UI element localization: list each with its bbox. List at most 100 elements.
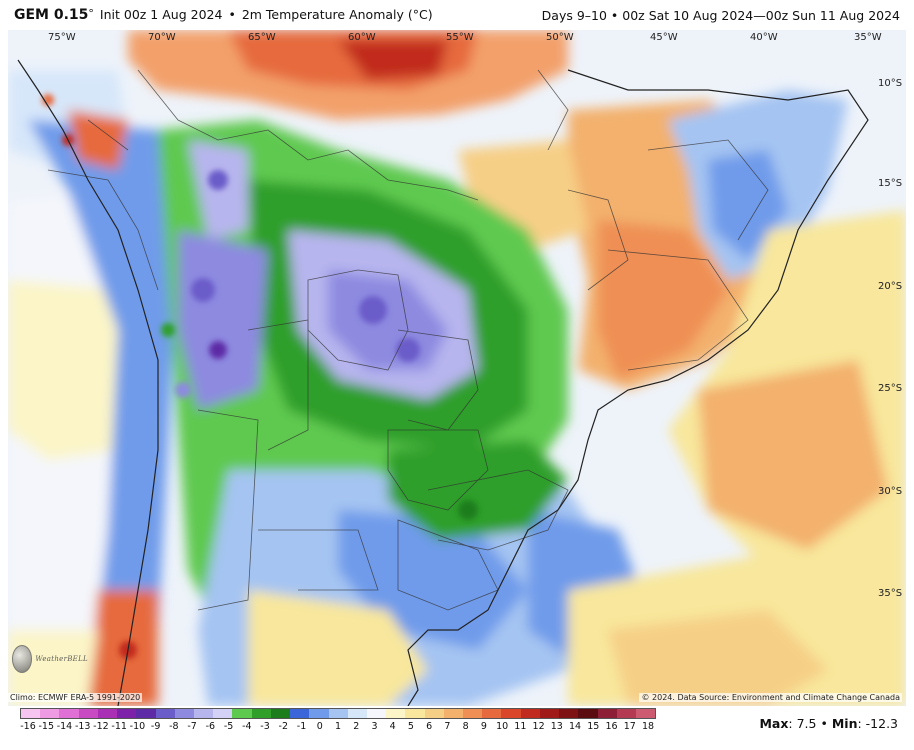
andes-detail: [42, 94, 478, 659]
globe-icon: [12, 645, 33, 673]
color-scale-cell: [482, 709, 502, 718]
lat-label: 30°S: [878, 486, 902, 497]
color-scale-cell: [40, 709, 60, 718]
color-scale-tick: -9: [150, 721, 161, 732]
color-scale-bar: [20, 708, 656, 719]
color-scale-cell: [155, 709, 175, 718]
color-scale-tick: 18: [641, 721, 655, 732]
color-scale-tick: 3: [371, 721, 378, 732]
anomaly-field: [8, 30, 906, 706]
color-scale-tick: -3: [260, 721, 270, 732]
color-scale-tick: 1: [334, 721, 342, 732]
lat-label: 10°S: [878, 78, 902, 89]
color-scale-tick: -13: [74, 721, 91, 732]
header-left: GEM 0.15° Init 00z 1 Aug 2024 • 2m Tempe…: [14, 7, 433, 23]
color-scale-tick: 7: [444, 721, 451, 732]
max-min-readout: Max: 7.5 • Min: -12.3: [759, 716, 898, 731]
valid-period: Days 9–10 • 00z Sat 10 Aug 2024—00z Sun …: [541, 7, 900, 23]
color-scale-cell: [616, 709, 636, 718]
color-scale-cell: [136, 709, 156, 718]
header-separator: •: [228, 7, 236, 22]
weatherbell-logo: WeatherBELL: [12, 644, 88, 674]
color-scale-tick: -5: [223, 721, 234, 732]
color-scale-tick: -16: [20, 721, 36, 732]
color-scale-tick: 14: [569, 721, 582, 732]
color-scale-tick: -15: [38, 721, 54, 732]
init-time: Init 00z 1 Aug 2024: [99, 7, 223, 22]
color-scale-tick: -1: [296, 721, 307, 732]
color-scale-tick: 4: [389, 721, 396, 732]
color-scale-cell: [78, 709, 98, 718]
logo-text: WeatherBELL: [35, 655, 88, 663]
temperature-anomaly-map: 75°W 70°W 65°W 60°W 55°W 50°W 45°W 40°W …: [8, 30, 906, 706]
color-scale-ticks: -16 -15 -14 -13 -12 -11 -10 -9 -8 -7 -6 -5 -4 -3 -2 -1 0…: [20, 721, 656, 735]
climo-note: Climo: ECMWF ERA-5 1991-2020: [8, 693, 143, 702]
color-scale-cell: [59, 709, 79, 718]
color-scale-cell: [463, 709, 483, 718]
color-scale-tick: -11: [111, 721, 127, 732]
color-scale-cell: [290, 709, 310, 718]
lon-label: 35°W: [854, 32, 882, 43]
lon-label: 70°W: [148, 32, 176, 43]
lat-label: 20°S: [878, 281, 902, 292]
lon-label: 55°W: [446, 32, 474, 43]
color-scale-cell: [251, 709, 271, 718]
color-scale-cell: [309, 709, 329, 718]
color-scale-tick: 11: [514, 721, 527, 732]
color-scale-tick: 13: [550, 721, 563, 732]
color-scale-cell: [270, 709, 291, 718]
color-scale-cell: [117, 709, 137, 718]
max-min-separator: •: [820, 716, 828, 731]
max-value: 7.5: [796, 716, 817, 731]
color-scale-cell: [232, 709, 252, 718]
color-scale-cell: [501, 709, 521, 718]
color-scale-tick: -7: [187, 721, 197, 732]
color-scale-tick: 8: [462, 721, 469, 732]
color-scale-cell: [386, 709, 406, 718]
map-canvas: 75°W 70°W 65°W 60°W 55°W 50°W 45°W 40°W …: [8, 30, 906, 706]
color-scale-tick: -8: [169, 721, 179, 732]
color-scale-cell: [424, 709, 444, 718]
color-scale-tick: -10: [129, 721, 146, 732]
country-borders: [47, 69, 769, 611]
color-scale-cell: [366, 709, 387, 718]
color-scale-cell: [405, 709, 425, 718]
coastline: [17, 59, 869, 706]
map-header: GEM 0.15° Init 00z 1 Aug 2024 • 2m Tempe…: [0, 0, 914, 30]
color-scale-tick: 17: [623, 721, 636, 732]
lon-label: 65°W: [248, 32, 276, 43]
color-scale-tick: -4: [242, 721, 252, 732]
min-value: -12.3: [865, 716, 898, 731]
model-name: GEM 0.15°: [14, 7, 94, 23]
color-scale-tick: -6: [205, 721, 216, 732]
color-scale-tick: 5: [407, 721, 414, 732]
color-scale-cell: [97, 709, 118, 718]
data-credit: © 2024. Data Source: Environment and Cli…: [639, 693, 902, 702]
color-scale-cell: [636, 709, 656, 718]
color-scale-tick: 15: [587, 721, 600, 732]
color-scale-tick: -2: [278, 721, 289, 732]
color-scale-cell: [559, 709, 579, 718]
min-label: Min: [831, 716, 858, 731]
color-scale-cell: [21, 709, 41, 718]
color-scale-cell: [347, 709, 367, 718]
color-scale-cell: [539, 709, 560, 718]
color-scale-tick: 6: [426, 721, 433, 732]
color-scale-tick: 2: [353, 721, 360, 732]
color-scale-tick: 12: [532, 721, 545, 732]
field-name: 2m Temperature Anomaly (°C): [241, 7, 433, 22]
color-scale-cell: [174, 709, 194, 718]
color-scale-cell: [520, 709, 540, 718]
color-scale-tick: 10: [496, 721, 509, 732]
lon-label: 50°W: [546, 32, 574, 43]
latitude-labels: 10°S 15°S 20°S 25°S 30°S 35°S: [878, 78, 902, 599]
lon-label: 45°W: [650, 32, 678, 43]
lon-label: 75°W: [48, 32, 76, 43]
color-scale-tick: 9: [480, 721, 487, 732]
color-scale-cell: [597, 709, 617, 718]
lat-label: 25°S: [878, 383, 902, 394]
lat-label: 35°S: [878, 588, 902, 599]
longitude-labels: 75°W 70°W 65°W 60°W 55°W 50°W 45°W 40°W …: [48, 32, 882, 43]
color-scale-tick: 16: [605, 721, 618, 732]
color-scale-cell: [443, 709, 464, 718]
